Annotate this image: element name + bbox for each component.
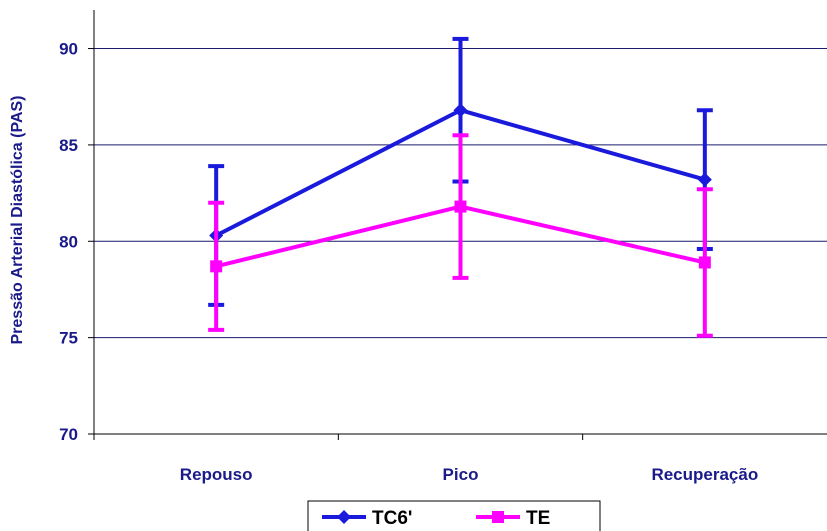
legend-item: TC6' <box>322 508 412 529</box>
y-tick-label: 90 <box>59 40 78 59</box>
legend-label: TC6' <box>372 508 412 529</box>
y-tick-labels: 70 75 80 85 90 <box>59 40 78 444</box>
legend-swatch-marker <box>337 510 351 524</box>
legend-label: TE <box>526 508 550 529</box>
y-tick-label: 75 <box>59 329 78 348</box>
legend-item: TE <box>476 508 550 529</box>
y-tick-label: 70 <box>59 425 78 444</box>
data-point <box>454 200 467 213</box>
series-2 <box>208 133 713 338</box>
x-tick-label: Recuperação <box>651 465 758 484</box>
legend: TC6' TE <box>307 500 601 531</box>
y-axis-label: Pressão Arterial Diastólica (PAS) <box>9 96 26 345</box>
y-tick-label: 85 <box>59 136 78 155</box>
x-tick-label: Repouso <box>180 465 253 484</box>
data-point <box>698 256 711 269</box>
series-layer <box>208 36 713 338</box>
data-point <box>210 260 223 273</box>
data-point <box>453 103 468 118</box>
data-point <box>697 172 712 187</box>
x-tick-label: Pico <box>443 465 479 484</box>
legend-swatch-marker <box>492 511 504 523</box>
y-tick-label: 80 <box>59 232 78 251</box>
axes <box>88 10 827 440</box>
x-tick-labels: Repouso Pico Recuperação <box>180 465 758 484</box>
